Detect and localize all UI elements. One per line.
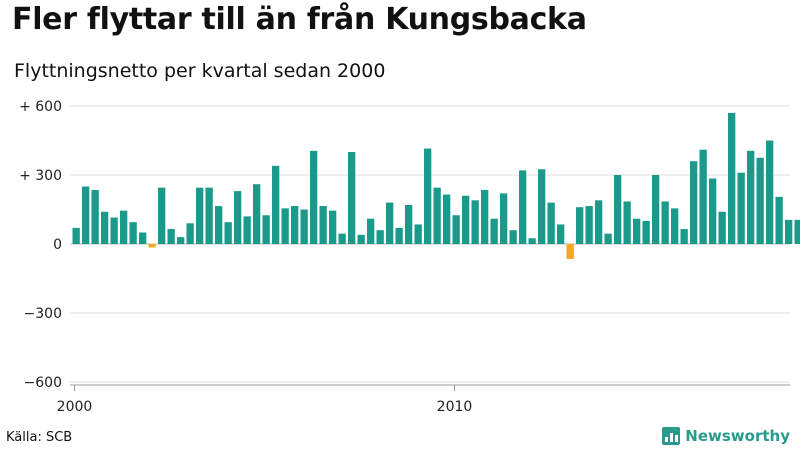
bar bbox=[120, 210, 128, 244]
bar bbox=[405, 204, 413, 244]
bar bbox=[528, 238, 536, 244]
bar bbox=[234, 191, 242, 244]
brand-name: Newsworthy bbox=[685, 427, 790, 445]
bar bbox=[642, 221, 650, 244]
bar bbox=[243, 216, 251, 244]
bar bbox=[462, 195, 470, 244]
bar bbox=[471, 200, 479, 244]
bar bbox=[709, 178, 717, 244]
newsworthy-logo[interactable]: Newsworthy bbox=[662, 427, 790, 445]
bar bbox=[177, 237, 185, 244]
bar bbox=[775, 196, 783, 244]
bar bbox=[481, 189, 489, 244]
bar bbox=[490, 218, 498, 244]
bar bbox=[718, 211, 726, 244]
bar bbox=[756, 157, 764, 244]
bar bbox=[737, 172, 745, 244]
bar bbox=[690, 161, 698, 244]
x-tick-label: 2000 bbox=[57, 399, 93, 415]
bar bbox=[338, 233, 346, 244]
bar bbox=[348, 152, 356, 244]
y-tick-label: −600 bbox=[24, 375, 62, 391]
bar bbox=[72, 227, 80, 244]
bar bbox=[367, 218, 375, 244]
bar bbox=[253, 184, 261, 244]
bar bbox=[215, 206, 223, 244]
bar bbox=[433, 187, 441, 244]
bar bbox=[395, 227, 403, 244]
bar bbox=[148, 244, 156, 248]
bar bbox=[443, 194, 451, 244]
bar bbox=[376, 230, 384, 244]
x-tick-label: 2010 bbox=[437, 399, 473, 415]
source-note: Källa: SCB bbox=[6, 430, 73, 445]
bar bbox=[414, 224, 422, 244]
bar bbox=[139, 232, 147, 244]
bar bbox=[310, 150, 318, 244]
bar bbox=[424, 148, 432, 244]
bars bbox=[72, 112, 800, 259]
bar bbox=[623, 201, 631, 244]
bar bbox=[319, 206, 327, 244]
y-axis-labels: + 600 + 300 0 −300 −600 bbox=[19, 99, 62, 391]
bar bbox=[101, 211, 109, 244]
x-axis: 200020102020 bbox=[57, 384, 790, 415]
bar bbox=[291, 206, 299, 244]
bar bbox=[167, 229, 175, 244]
bar bbox=[557, 224, 565, 244]
bar bbox=[633, 218, 641, 244]
bar bbox=[519, 170, 527, 244]
newsworthy-icon bbox=[662, 427, 681, 445]
bar bbox=[386, 202, 394, 244]
bar bbox=[158, 187, 166, 244]
y-tick-label: 0 bbox=[53, 237, 62, 253]
bar bbox=[680, 229, 688, 244]
bar bbox=[224, 222, 232, 244]
bar bbox=[585, 206, 593, 244]
bar bbox=[205, 187, 213, 244]
bar bbox=[576, 207, 584, 244]
bar bbox=[538, 169, 546, 244]
y-tick-label: + 300 bbox=[19, 168, 62, 184]
bar bbox=[614, 175, 622, 244]
bar bbox=[452, 215, 460, 244]
bar bbox=[196, 187, 204, 244]
bar bbox=[357, 234, 365, 244]
bar bbox=[671, 208, 679, 244]
y-tick-label: −300 bbox=[24, 306, 62, 322]
bar bbox=[785, 219, 793, 244]
bar bbox=[509, 230, 517, 244]
bar bbox=[728, 112, 736, 245]
bar bbox=[186, 223, 194, 244]
bar bbox=[747, 150, 755, 244]
bar bbox=[329, 210, 337, 244]
bar bbox=[272, 165, 280, 244]
bar bbox=[500, 193, 508, 244]
bar bbox=[82, 186, 90, 244]
chart-subtitle: Flyttningsnetto per kvartal sedan 2000 bbox=[14, 60, 386, 82]
bar bbox=[595, 200, 603, 244]
bar bbox=[652, 175, 660, 244]
bar bbox=[281, 208, 289, 244]
bar bbox=[300, 209, 308, 244]
bar bbox=[566, 244, 574, 259]
bar bbox=[661, 201, 669, 244]
y-tick-label: + 600 bbox=[19, 99, 62, 115]
bar bbox=[262, 215, 270, 244]
bar bbox=[129, 222, 137, 244]
bar bbox=[699, 149, 707, 244]
bar bbox=[794, 219, 800, 244]
chart-title: Fler flyttar till än från Kungsbacka bbox=[12, 2, 587, 37]
bar bbox=[91, 189, 99, 244]
bar bbox=[110, 217, 118, 244]
bar bbox=[604, 233, 612, 244]
bar bbox=[766, 140, 774, 244]
bar bbox=[547, 202, 555, 244]
